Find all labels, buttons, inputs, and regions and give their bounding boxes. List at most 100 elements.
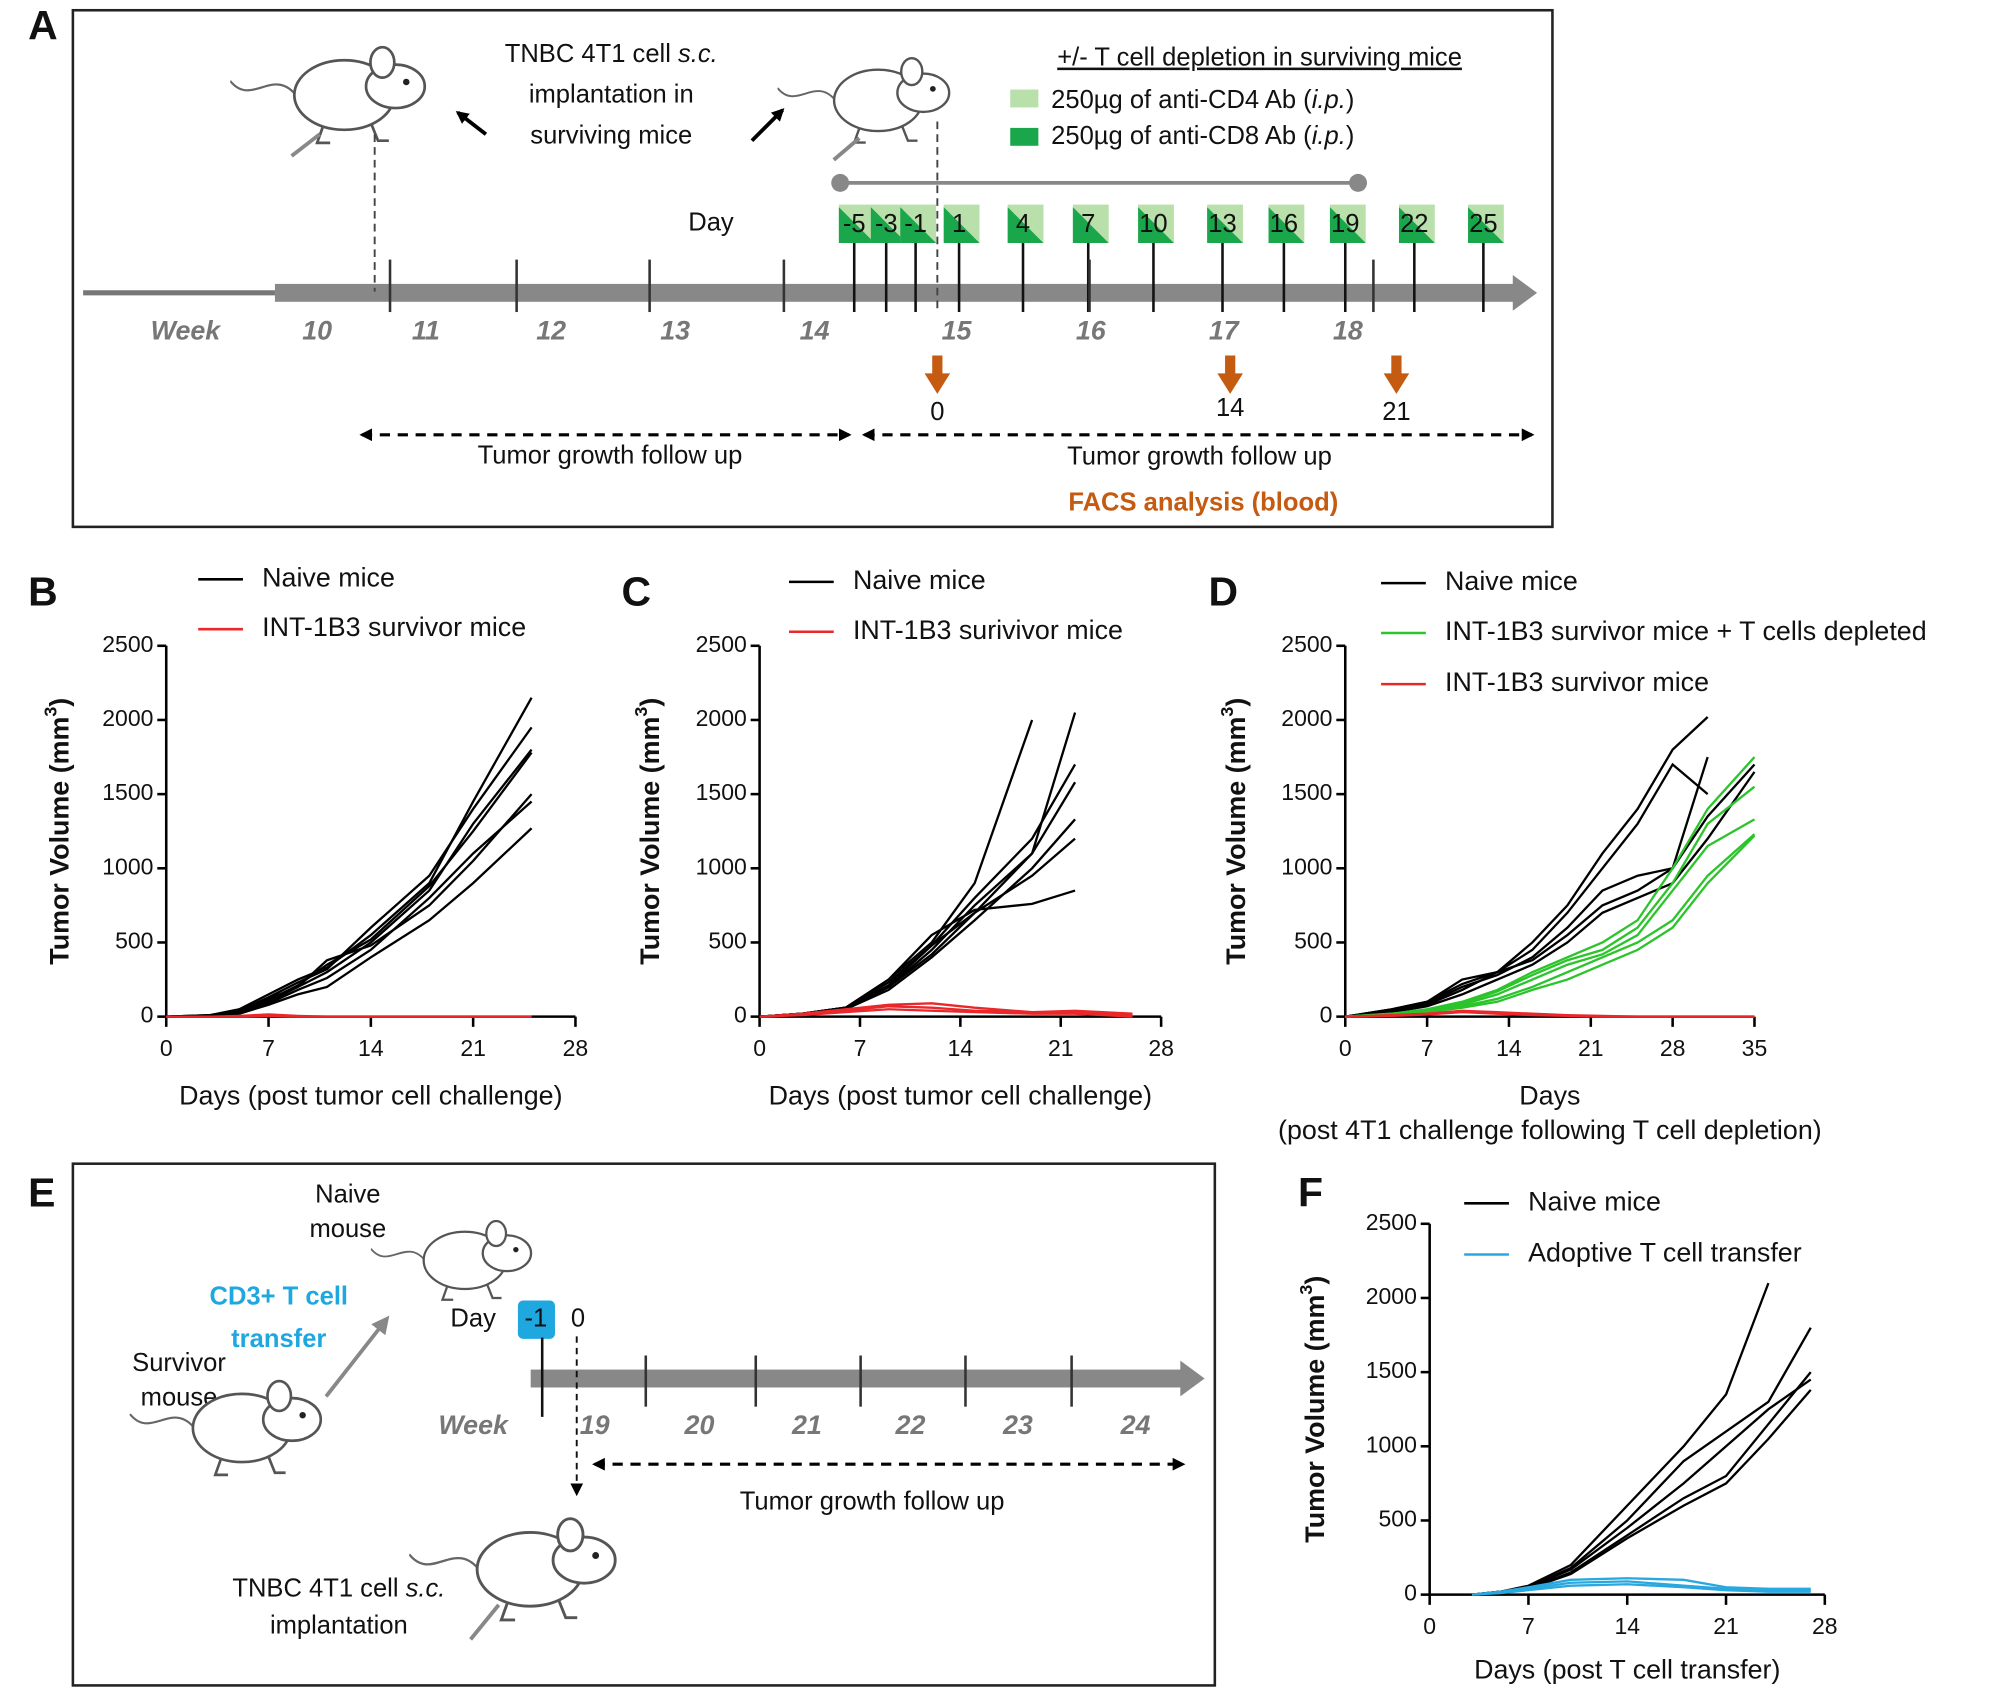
day-number: 1 <box>952 210 966 238</box>
x-tick-label: 14 <box>1614 1613 1640 1639</box>
x-tick-label: 21 <box>1048 1035 1074 1061</box>
facs-text: FACS analysis (blood) <box>1068 489 1338 517</box>
legend-swatch <box>1010 89 1039 108</box>
implant-text: TNBC 4T1 cell s.c. <box>505 40 718 68</box>
week-number: 11 <box>412 316 440 346</box>
week-label: Week <box>438 1410 510 1440</box>
day-number: 4 <box>1016 210 1030 238</box>
text-part: i.p. <box>1312 86 1346 114</box>
y-axis-label: Tumor Volume (mm3) <box>1217 698 1251 965</box>
data-line <box>759 837 1076 1018</box>
x-axis-label: (post 4T1 challenge following T cell dep… <box>1278 1115 1822 1145</box>
x-axis-label: Days (post tumor cell challenge) <box>179 1080 562 1110</box>
dose-flag <box>1329 207 1366 243</box>
mouse-label: Naive <box>315 1180 380 1208</box>
dose-flag <box>1468 207 1504 243</box>
y-tick-label: 1500 <box>1366 1357 1417 1383</box>
chart: D 0 500 1000 1500 2000 2500 0 7 14 21 28 35 Tumor Vol… <box>1208 566 1926 1145</box>
text-part: TNBC 4T1 cell <box>505 40 678 68</box>
chart: B 0 500 1000 1500 2000 2500 0 7 14 21 28 Tumor Volum… <box>28 562 588 1110</box>
x-tick-label: 14 <box>1496 1035 1522 1061</box>
week-number: 13 <box>660 316 690 346</box>
mouse-icon <box>230 45 427 145</box>
legend-title: +/- T cell depletion in surviving mice <box>1057 44 1462 72</box>
follow-up-text: Tumor growth follow up <box>478 441 743 469</box>
facs-day: 0 <box>930 398 944 426</box>
x-tick-label: 28 <box>1660 1035 1686 1061</box>
legend-label: INT-1B3 survivor mice + T cells depleted <box>1445 616 1927 646</box>
data-line <box>1471 1378 1812 1596</box>
data-line <box>759 763 1077 1018</box>
data-line <box>1345 771 1756 1018</box>
data-line <box>759 1008 1133 1018</box>
y-tick-label: 500 <box>115 928 153 954</box>
legend-label: INT-1B3 survivor mice <box>1445 667 1709 697</box>
implant-text: TNBC 4T1 cell s.c. <box>232 1574 445 1602</box>
y-tick-label: 1000 <box>102 853 153 879</box>
y-tick-label: 2500 <box>102 631 153 657</box>
y-axis-label-part: 3 <box>40 707 60 717</box>
data-line <box>1471 1327 1812 1596</box>
chart: C 0 500 1000 1500 2000 2500 0 7 14 21 28 Tumor Volum… <box>621 565 1173 1110</box>
implant-text: implantation <box>270 1611 408 1639</box>
day-number: 16 <box>1270 210 1298 238</box>
implant-text: surviving mice <box>530 122 692 150</box>
day-number: -1 <box>904 210 927 238</box>
timeline-arrow <box>1512 274 1538 311</box>
day-number: -1 <box>524 1304 547 1332</box>
x-tick-label: 0 <box>1339 1035 1352 1061</box>
panel-label: D <box>1208 568 1238 614</box>
day-box <box>517 1300 555 1339</box>
y-tick-label: 500 <box>1294 928 1332 954</box>
legend-text: 250µg of anti-CD4 Ab (i.p.) <box>1051 86 1354 114</box>
y-tick-label: 2500 <box>696 631 747 657</box>
mouse-icon <box>370 1219 533 1301</box>
x-tick-label: 21 <box>1578 1035 1604 1061</box>
day-number: 10 <box>1139 210 1167 238</box>
timeline-items: 19 20 21 22 23 24 <box>580 1355 1151 1440</box>
data-line <box>1345 762 1709 1018</box>
text-part: 250µg of anti-CD8 Ab ( <box>1051 122 1312 150</box>
text-part: 250µg of anti-CD4 Ab ( <box>1051 86 1312 114</box>
y-tick-label: 0 <box>1320 1002 1333 1028</box>
dose-flag <box>1072 207 1109 243</box>
x-tick-label: 14 <box>948 1035 974 1061</box>
legend-label: Naive mice <box>1445 566 1578 596</box>
week-number: 19 <box>580 1410 610 1440</box>
text-part: ) <box>1346 122 1355 150</box>
x-tick-label: 7 <box>854 1035 867 1061</box>
range-end <box>1349 173 1368 192</box>
week-number: 15 <box>942 316 973 346</box>
x-tick-label: 21 <box>460 1035 486 1061</box>
timeline <box>274 283 1516 302</box>
data-line <box>1471 1371 1812 1596</box>
y-axis-label-part: 3 <box>1296 1285 1316 1295</box>
text-part: i.p. <box>1312 122 1346 150</box>
y-tick-label: 2500 <box>1281 631 1332 657</box>
x-tick-label: 0 <box>160 1035 173 1061</box>
timeline <box>530 1369 1183 1388</box>
y-tick-label: 2000 <box>696 705 747 731</box>
legend-swatch <box>1010 127 1039 146</box>
day-number: 22 <box>1400 210 1428 238</box>
data-line <box>1345 716 1709 1018</box>
x-tick-label: 7 <box>1522 1613 1535 1639</box>
transfer-label: CD3+ T cell <box>210 1283 349 1311</box>
dose-flag <box>870 207 907 243</box>
y-tick-label: 2000 <box>102 705 153 731</box>
arrow <box>324 1315 390 1398</box>
y-axis-label-part: 3 <box>1217 707 1237 717</box>
x-axis-label: Days (post T cell transfer) <box>1474 1654 1780 1684</box>
y-tick-label: 1500 <box>102 779 153 805</box>
text-part: s.c. <box>678 40 718 68</box>
data-line <box>1345 834 1756 1018</box>
dose-flag <box>900 207 937 243</box>
y-axis-label-part: Tumor Volume (mm <box>44 717 74 965</box>
follow-up-text: Tumor growth follow up <box>1067 443 1332 471</box>
mouse-icon <box>409 1517 617 1622</box>
week-label: Week <box>151 316 223 346</box>
legend-label: INT-1B3 surivivor mice <box>853 615 1123 645</box>
y-tick-label: 0 <box>734 1002 747 1028</box>
